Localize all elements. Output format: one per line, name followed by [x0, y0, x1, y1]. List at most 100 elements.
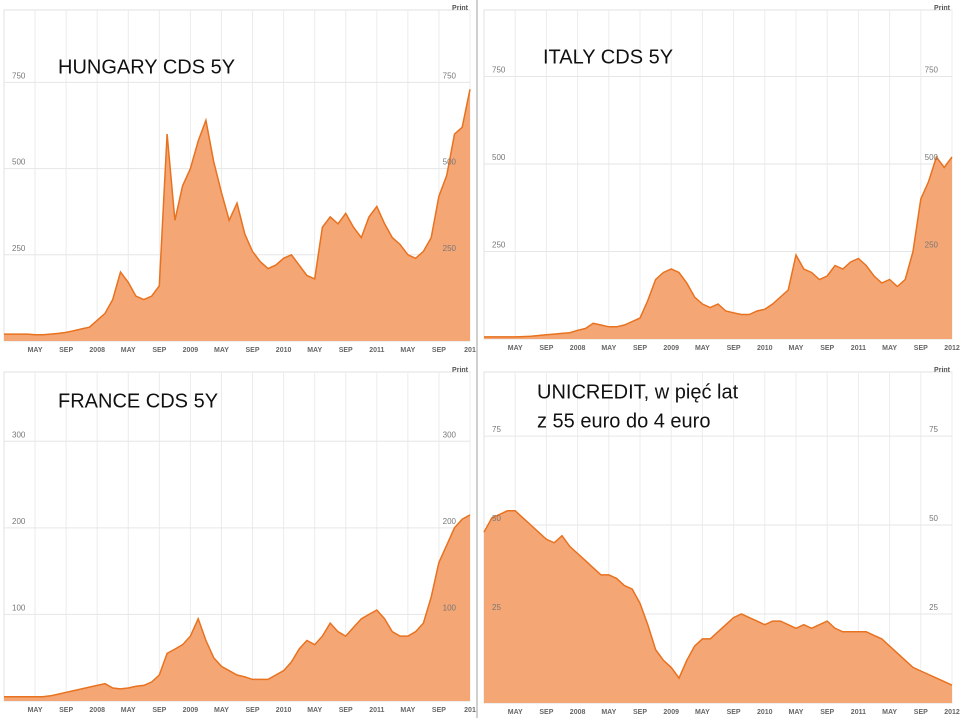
- x-tick-label: 2009: [663, 345, 679, 352]
- x-tick-label: MAY: [28, 347, 43, 354]
- y-tick-label: 500: [12, 158, 26, 167]
- y-tick-label: 50: [492, 514, 501, 523]
- x-tick-label: 2011: [851, 709, 866, 716]
- x-tick-label: 2010: [757, 345, 773, 352]
- x-tick-label: 2009: [183, 347, 199, 354]
- chart-title: z 55 euro do 4 euro: [537, 410, 710, 432]
- x-tick-label: MAY: [307, 707, 322, 714]
- x-tick-label: SEP: [246, 707, 260, 714]
- x-tick-label: SEP: [727, 345, 741, 352]
- chart-panel: MAY SEP 2008 MAY SEP 2009 MAY SEP 2010 MAY SEP 2011…: [483, 5, 960, 352]
- x-tick-label: SEP: [914, 345, 928, 352]
- y-tick-label: 500: [492, 153, 506, 162]
- x-tick-label: 2011: [369, 707, 384, 714]
- y-tick-label: 100: [443, 604, 457, 613]
- print-button: Print: [452, 5, 469, 12]
- x-tick-label: 2009: [663, 709, 679, 716]
- line: [4, 514, 471, 698]
- area: [484, 510, 952, 703]
- x-tick-label: 201: [464, 707, 476, 714]
- x-tick-label: MAY: [882, 709, 897, 716]
- x-tick-label: 2011: [851, 345, 866, 352]
- y-tick-label: 200: [12, 517, 26, 526]
- x-tick-label: 201: [464, 347, 476, 354]
- chart-panel: MAY SEP 2008 MAY SEP 2009 MAY SEP 2010 MAY SEP 2011…: [483, 367, 960, 716]
- line: [4, 89, 471, 336]
- x-tick-label: 2010: [276, 707, 292, 714]
- chart-panel: MAY SEP 2008 MAY SEP 2009 MAY SEP 2010 MAY SEP 2011…: [3, 5, 476, 354]
- x-tick-label: MAY: [214, 347, 229, 354]
- y-tick-label: 100: [12, 604, 26, 613]
- x-tick-label: SEP: [539, 345, 553, 352]
- x-tick-label: 2011: [369, 347, 384, 354]
- x-tick-label: MAY: [121, 707, 136, 714]
- y-tick-label: 750: [492, 66, 506, 75]
- line: [483, 510, 953, 686]
- x-tick-label: SEP: [339, 347, 353, 354]
- y-tick-label: 300: [12, 430, 26, 439]
- x-tick-label: 2008: [89, 347, 105, 354]
- x-tick-label: MAY: [601, 345, 616, 352]
- x-tick-label: MAY: [789, 709, 804, 716]
- x-tick-label: 2009: [183, 707, 199, 714]
- area: [4, 514, 470, 701]
- x-tick-label: SEP: [246, 347, 260, 354]
- x-tick-label: SEP: [339, 707, 353, 714]
- x-tick-label: MAY: [307, 347, 322, 354]
- x-tick-label: MAY: [695, 709, 710, 716]
- x-tick-label: MAY: [695, 345, 710, 352]
- x-tick-label: SEP: [152, 707, 166, 714]
- x-tick-label: SEP: [152, 347, 166, 354]
- y-tick-label: 75: [492, 425, 501, 434]
- x-tick-label: 2008: [89, 707, 105, 714]
- area: [4, 89, 470, 341]
- x-tick-label: MAY: [214, 707, 229, 714]
- x-tick-label: MAY: [508, 345, 523, 352]
- y-tick-label: 250: [925, 241, 939, 250]
- x-tick-label: 2008: [570, 709, 586, 716]
- x-tick-label: SEP: [633, 345, 647, 352]
- y-tick-label: 200: [443, 517, 457, 526]
- y-tick-label: 25: [929, 603, 938, 612]
- x-tick-label: MAY: [789, 345, 804, 352]
- x-tick-label: MAY: [601, 709, 616, 716]
- y-tick-label: 750: [12, 72, 26, 81]
- x-tick-label: SEP: [820, 709, 834, 716]
- y-tick-label: 750: [925, 66, 939, 75]
- x-tick-label: SEP: [914, 709, 928, 716]
- print-button: Print: [452, 367, 469, 374]
- y-tick-label: 500: [925, 153, 939, 162]
- y-tick-label: 300: [443, 430, 457, 439]
- x-tick-label: SEP: [432, 707, 446, 714]
- y-tick-label: 500: [443, 158, 457, 167]
- x-tick-label: 2012: [944, 709, 960, 716]
- area: [484, 157, 952, 339]
- x-tick-label: 2010: [757, 709, 773, 716]
- chart-panel: MAY SEP 2008 MAY SEP 2009 MAY SEP 2010 MAY SEP 2011…: [3, 367, 476, 714]
- y-tick-label: 75: [929, 425, 938, 434]
- x-tick-label: SEP: [539, 709, 553, 716]
- print-button: Print: [934, 5, 951, 12]
- x-tick-label: 2008: [570, 345, 586, 352]
- x-tick-label: MAY: [882, 345, 897, 352]
- y-tick-label: 250: [12, 244, 26, 253]
- x-tick-label: SEP: [59, 347, 73, 354]
- x-tick-label: SEP: [727, 709, 741, 716]
- x-tick-label: SEP: [59, 707, 73, 714]
- x-tick-label: 2012: [944, 345, 960, 352]
- x-tick-label: SEP: [432, 347, 446, 354]
- x-tick-label: SEP: [633, 709, 647, 716]
- x-tick-label: SEP: [820, 345, 834, 352]
- x-tick-label: MAY: [28, 707, 43, 714]
- x-tick-label: MAY: [121, 347, 136, 354]
- chart-title: UNICREDIT, w pięć lat: [537, 381, 739, 403]
- chart-title: FRANCE CDS 5Y: [58, 390, 218, 412]
- x-tick-label: 2010: [276, 347, 292, 354]
- line: [484, 155, 953, 338]
- x-tick-label: MAY: [400, 707, 415, 714]
- y-tick-label: 25: [492, 603, 501, 612]
- y-tick-label: 750: [443, 72, 457, 81]
- y-tick-label: 250: [492, 241, 506, 250]
- x-tick-label: MAY: [508, 709, 523, 716]
